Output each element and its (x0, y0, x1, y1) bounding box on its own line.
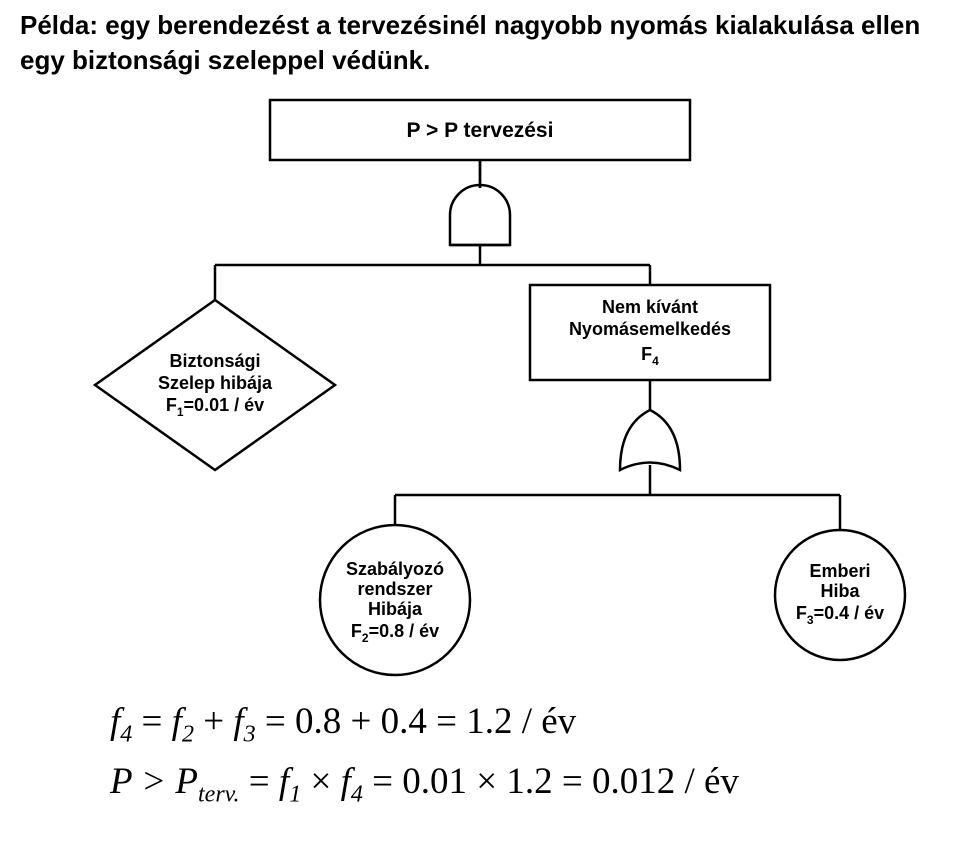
ctrl-line2: rendszer (357, 579, 432, 599)
valve-line1: Biztonsági (169, 351, 260, 371)
equation-pterv: P > Pterv. = f1 × f4 = 0.01 × 1.2 = 0.01… (110, 760, 739, 808)
equation-f4: f4 = f2 + f3 = 0.8 + 0.4 = 1.2 / év (110, 700, 576, 748)
or-gate (620, 410, 680, 470)
hum-line2: Hiba (820, 581, 860, 601)
ctrl-line3: Hibája (368, 599, 423, 619)
ctrl-line1: Szabályozó (346, 559, 444, 579)
and-gate (450, 185, 510, 245)
press-line2: Nyomásemelkedés (569, 319, 731, 339)
top-event-label: P > P tervezési (407, 119, 554, 142)
example-description: Példa: egy berendezést a tervezésinél na… (20, 8, 940, 78)
press-line1: Nem kívánt (602, 297, 698, 317)
valve-line2: Szelep hibája (158, 373, 273, 393)
hum-line1: Emberi (809, 561, 870, 581)
fault-tree-diagram: P > P tervezési Biztonsági Szelep hibája… (0, 85, 960, 685)
